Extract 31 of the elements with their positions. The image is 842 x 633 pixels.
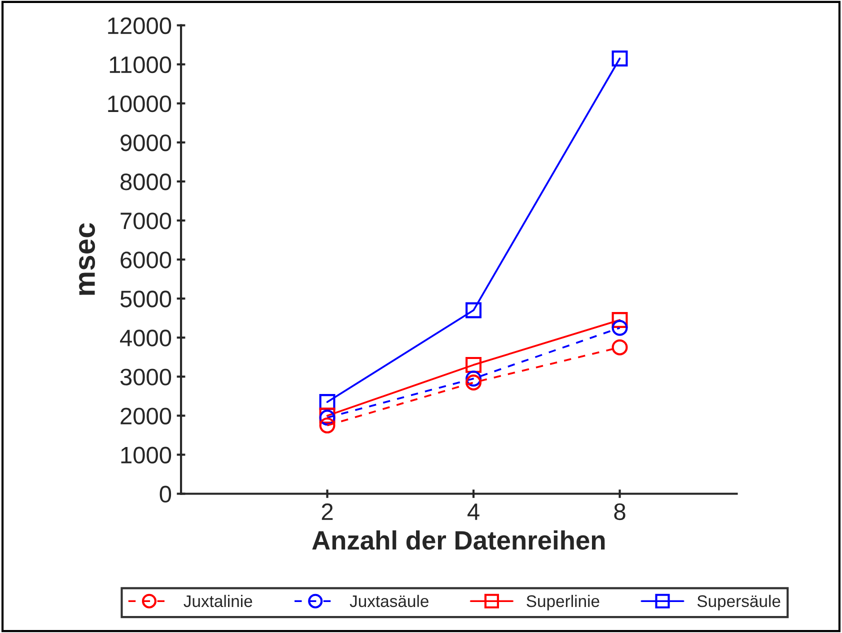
y-tick-label: 12000 xyxy=(108,17,172,34)
x-tick-label: 4 xyxy=(467,504,480,520)
y-tick-label: 7000 xyxy=(120,212,172,230)
x-tick-label: 8 xyxy=(614,503,626,520)
y-tick-label: 8000 xyxy=(120,174,172,190)
y-tick-label: 11000 xyxy=(110,56,172,74)
point xyxy=(612,50,628,66)
y-tick-label: 5000 xyxy=(120,290,172,308)
legend-label: Juxtasäule xyxy=(350,594,428,608)
y-axis-title: msec xyxy=(79,223,96,295)
y-tick-label: 4000 xyxy=(120,330,172,346)
y-tick-label: 10000 xyxy=(108,95,172,112)
point xyxy=(612,339,628,356)
point xyxy=(466,374,482,390)
point xyxy=(612,312,628,328)
y-tick-label: 3000 xyxy=(120,368,172,386)
legend-label: Superlinie xyxy=(526,594,600,610)
legend-label: Juxtalinie xyxy=(184,594,252,608)
x-tick-label: 2 xyxy=(322,503,333,520)
point xyxy=(319,417,336,434)
legend-label: Supersäule xyxy=(697,594,780,610)
x-axis-title: Anzahl der Datenreihen xyxy=(312,530,605,550)
y-tick-label: 6000 xyxy=(120,252,172,268)
y-tick-label: 0 xyxy=(160,486,172,503)
point xyxy=(466,302,482,318)
point xyxy=(466,370,482,387)
y-tick-label: 9000 xyxy=(120,134,172,152)
y-tick-label: 2000 xyxy=(120,408,172,424)
point xyxy=(612,320,628,336)
y-tick-label: 1000 xyxy=(121,446,172,464)
point xyxy=(466,356,482,373)
